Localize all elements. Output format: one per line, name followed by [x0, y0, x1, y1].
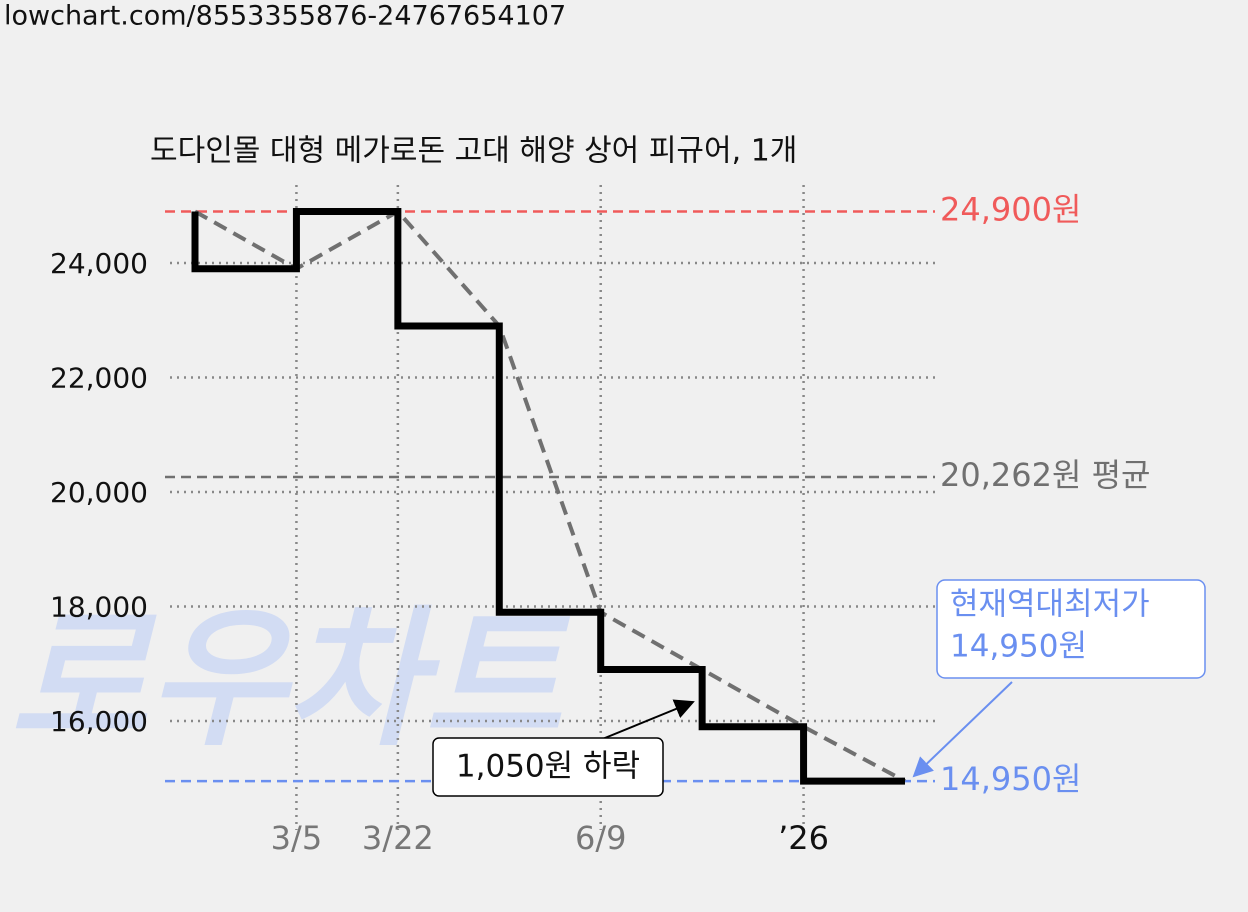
annotation-arrow [599, 699, 695, 741]
x-tick-label: ’26 [778, 819, 829, 857]
annotation-box [936, 579, 1206, 679]
annotation-arrow [912, 681, 1013, 778]
reference-label: 20,262원 평균 [940, 456, 1150, 494]
trend-line [194, 208, 906, 783]
y-tick-label: 18,000 [50, 591, 148, 624]
annotation-text: 14,950원 [950, 629, 1087, 665]
reference-label: 14,950원 [940, 760, 1081, 798]
reference-label: 24,900원 [940, 190, 1081, 228]
annotation-text: 현재역대최저가 [950, 587, 1150, 623]
y-tick-label: 24,000 [50, 247, 148, 280]
y-tick-label: 22,000 [50, 362, 148, 395]
y-tick-label: 16,000 [50, 705, 148, 738]
url: lowchart.com/8553355876-24767654107 [4, 1, 566, 32]
x-tick-label: 3/22 [362, 819, 434, 857]
x-tick-label: 6/9 [575, 819, 627, 857]
annotation-text: 1,050원 하락 [456, 749, 640, 785]
x-tick-label: 3/5 [271, 819, 323, 857]
y-tick-label: 20,000 [50, 476, 148, 509]
annotation-box [432, 737, 664, 797]
price-step-line [191, 207, 905, 785]
chart-title: 도다인몰 대형 메가로돈 고대 해양 상어 피규어, 1개 [150, 134, 797, 169]
